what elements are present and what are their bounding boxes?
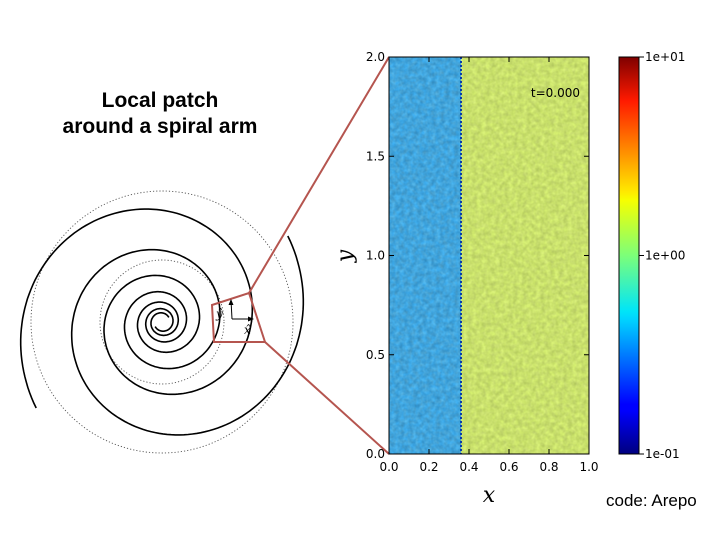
spiral-arm-b [72, 236, 304, 435]
x-tick-label: 0.2 [419, 460, 438, 474]
colorbar-tick-label: 1e+01 [645, 50, 685, 64]
heatmap-panel [389, 57, 589, 454]
code-credit: code: Arepo [606, 491, 697, 511]
time-annotation: t=0.000 [531, 86, 580, 100]
inner-dotted-circle [100, 260, 224, 384]
x-tick-label: 0.0 [379, 460, 398, 474]
outer-dotted-circle [31, 191, 293, 453]
spiral-diagram: ŷ x̂ [21, 191, 304, 453]
x-tick-label: 0.4 [459, 460, 478, 474]
y-tick-label: 1.0 [366, 249, 385, 263]
y-tick-label: 0.0 [366, 447, 385, 461]
colorbar-tick-label: 1e+00 [645, 249, 685, 263]
heatmap-right-noise [461, 57, 589, 454]
x-tick-label: 0.6 [499, 460, 518, 474]
x-axis-label: x [483, 483, 496, 508]
y-tick-label: 0.5 [366, 348, 385, 362]
local-y-label: ŷ [215, 307, 223, 321]
heatmap-left-noise [389, 57, 461, 454]
y-tick-label: 2.0 [366, 50, 385, 64]
colorbar-tick-label: 1e-01 [645, 447, 680, 461]
local-x-label: x̂ [244, 323, 251, 337]
colorbar [619, 57, 639, 454]
y-axis-label: y [333, 249, 358, 263]
colorbar-ticks: 1e-01 1e+00 1e+01 [639, 50, 685, 461]
x-tick-label: 1.0 [579, 460, 598, 474]
x-tick-label: 0.8 [539, 460, 558, 474]
y-tick-label: 1.5 [366, 149, 385, 163]
